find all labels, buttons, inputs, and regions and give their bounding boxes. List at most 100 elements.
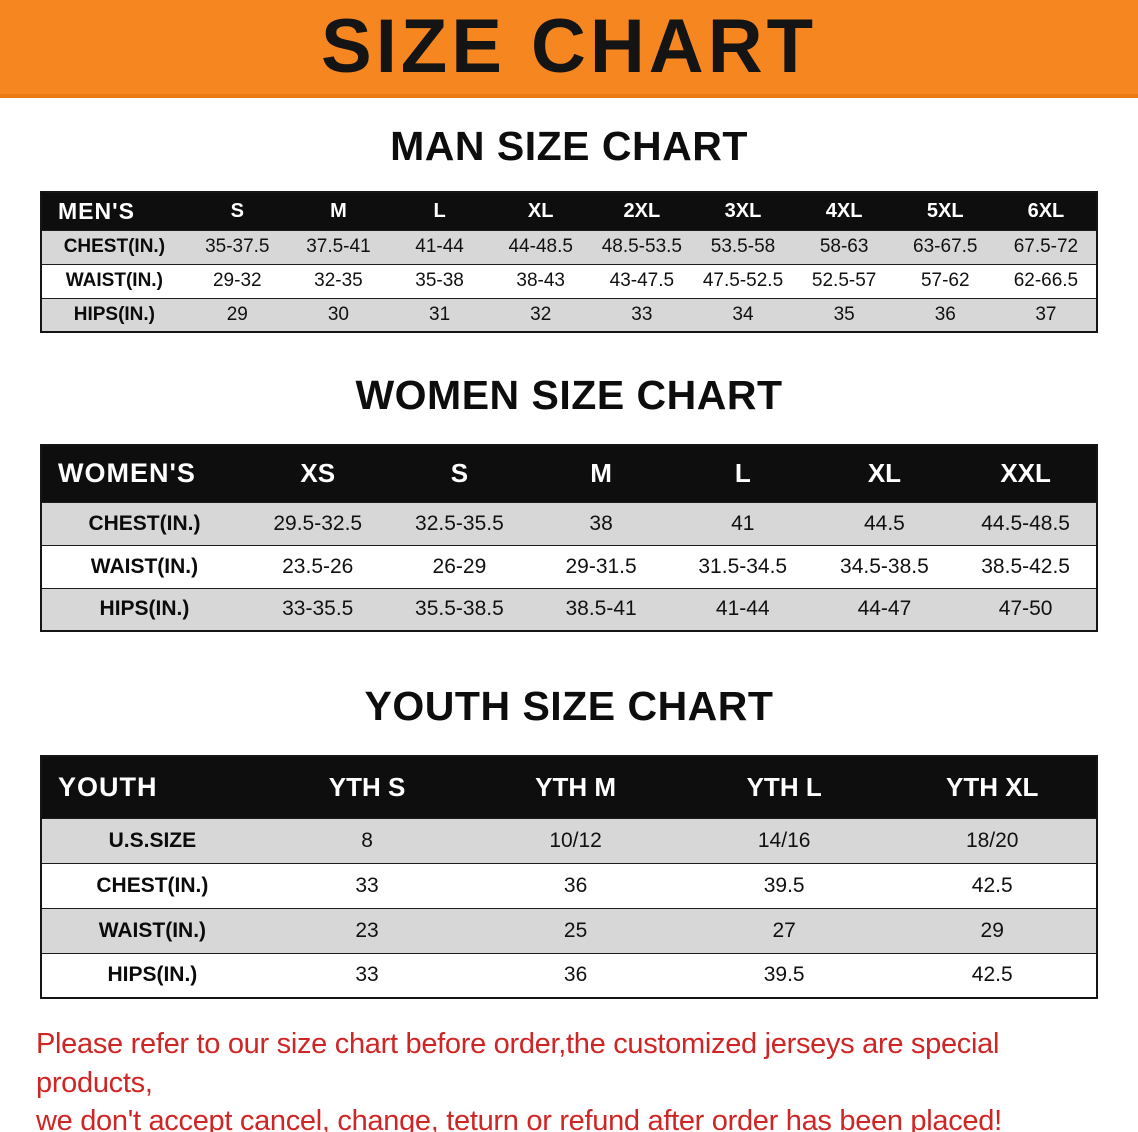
table-row: CHEST(IN.) 35-37.5 37.5-41 41-44 44-48.5 48.5… xyxy=(41,229,1097,265)
column-header: XL xyxy=(813,444,956,503)
table-cell: 34.5-38.5 xyxy=(813,544,956,589)
table-cell: 23.5-26 xyxy=(246,544,389,589)
table-cell: 43-47.5 xyxy=(591,263,693,299)
table-cell: 29-31.5 xyxy=(530,544,672,589)
table-cell: 32-35 xyxy=(287,263,389,299)
column-header: 5XL xyxy=(894,191,996,231)
table-cell: 14/16 xyxy=(679,817,889,864)
column-header: XS xyxy=(246,444,389,503)
women-size-table: WOMEN'S XS S M L XL XXL CHEST(IN.) 29.5-32.5 32.5… xyxy=(40,444,1098,632)
men-size-table-wrap: MEN'S S M L XL 2XL 3XL 4XL 5XL 6XL CHEST(IN.) 35-37… xyxy=(40,191,1098,333)
table-cell: 29-32 xyxy=(186,263,288,299)
table-cell: 35-37.5 xyxy=(186,229,288,265)
table-cell: 44-48.5 xyxy=(490,229,592,265)
table-cell: 8 xyxy=(262,817,472,864)
table-cell: 39.5 xyxy=(679,952,889,999)
table-cell: 27 xyxy=(679,907,889,954)
column-header: YTH XL xyxy=(888,755,1097,819)
table-cell: 62-66.5 xyxy=(995,263,1097,299)
row-label: WAIST(IN.) xyxy=(41,544,247,589)
footer-note-line: we don't accept cancel, change, teturn o… xyxy=(36,1105,1002,1132)
table-cell: 44.5 xyxy=(813,501,956,546)
column-header: 4XL xyxy=(793,191,895,231)
table-cell: 41-44 xyxy=(389,229,491,265)
row-label: U.S.SIZE xyxy=(41,817,263,864)
table-cell: 67.5-72 xyxy=(995,229,1097,265)
table-cell: 58-63 xyxy=(793,229,895,265)
table-row: HIPS(IN.) 33 36 39.5 42.5 xyxy=(41,952,1097,999)
table-row: HIPS(IN.) 33-35.5 35.5-38.5 38.5-41 41-44 44-… xyxy=(41,587,1097,632)
women-section: WOMEN SIZE CHART WOMEN'S XS S M L XL XXL CHEST(… xyxy=(0,375,1138,632)
column-header: 3XL xyxy=(692,191,794,231)
table-corner-label: YOUTH xyxy=(41,755,263,819)
men-section: MAN SIZE CHART MEN'S S M L XL 2XL 3XL 4XL 5XL 6XL… xyxy=(0,126,1138,333)
size-chart-banner: SIZE CHART xyxy=(0,0,1138,98)
column-header: YTH S xyxy=(262,755,472,819)
table-cell: 47.5-52.5 xyxy=(692,263,794,299)
table-corner-label: WOMEN'S xyxy=(41,444,247,503)
table-cell: 42.5 xyxy=(888,952,1097,999)
table-cell: 44-47 xyxy=(813,587,956,632)
table-cell: 38-43 xyxy=(490,263,592,299)
table-cell: 52.5-57 xyxy=(793,263,895,299)
table-cell: 33 xyxy=(262,952,472,999)
row-label: HIPS(IN.) xyxy=(41,297,187,333)
youth-section: YOUTH SIZE CHART YOUTH YTH S YTH M YTH L YTH… xyxy=(0,686,1138,999)
table-cell: 18/20 xyxy=(888,817,1097,864)
table-cell: 37 xyxy=(995,297,1097,333)
table-cell: 35-38 xyxy=(389,263,491,299)
table-cell: 25 xyxy=(471,907,680,954)
table-cell: 36 xyxy=(471,952,680,999)
table-cell: 47-50 xyxy=(955,587,1097,632)
table-cell: 23 xyxy=(262,907,472,954)
column-header: S xyxy=(186,191,288,231)
banner-title: SIZE CHART xyxy=(321,4,817,89)
table-cell: 41-44 xyxy=(671,587,814,632)
column-header: 6XL xyxy=(995,191,1097,231)
men-section-heading: MAN SIZE CHART xyxy=(390,123,748,169)
table-cell: 30 xyxy=(287,297,389,333)
table-cell: 37.5-41 xyxy=(287,229,389,265)
column-header: XL xyxy=(490,191,592,231)
table-cell: 36 xyxy=(471,862,680,909)
column-header: 2XL xyxy=(591,191,693,231)
table-cell: 38 xyxy=(530,501,672,546)
youth-size-table-wrap: YOUTH YTH S YTH M YTH L YTH XL U.S.SIZE 8 10/12… xyxy=(40,755,1098,999)
table-cell: 35 xyxy=(793,297,895,333)
row-label: CHEST(IN.) xyxy=(41,501,247,546)
table-cell: 63-67.5 xyxy=(894,229,996,265)
table-cell: 33 xyxy=(591,297,693,333)
row-label: CHEST(IN.) xyxy=(41,862,263,909)
column-header: M xyxy=(530,444,672,503)
table-cell: 29.5-32.5 xyxy=(246,501,389,546)
table-cell: 29 xyxy=(186,297,288,333)
table-row: HIPS(IN.) 29 30 31 32 33 34 35 36 37 xyxy=(41,297,1097,333)
table-cell: 39.5 xyxy=(679,862,889,909)
table-row: CHEST(IN.) 33 36 39.5 42.5 xyxy=(41,862,1097,909)
table-row: WAIST(IN.) 23.5-26 26-29 29-31.5 31.5-34.5 34… xyxy=(41,544,1097,589)
table-cell: 38.5-42.5 xyxy=(955,544,1097,589)
footer-note-line: Please refer to our size chart before or… xyxy=(36,1028,1000,1099)
table-row: WAIST(IN.) 23 25 27 29 xyxy=(41,907,1097,954)
table-cell: 31 xyxy=(389,297,491,333)
column-header: L xyxy=(389,191,491,231)
table-cell: 44.5-48.5 xyxy=(955,501,1097,546)
women-section-heading: WOMEN SIZE CHART xyxy=(355,372,783,418)
table-cell: 38.5-41 xyxy=(530,587,672,632)
column-header: S xyxy=(388,444,531,503)
table-cell: 48.5-53.5 xyxy=(591,229,693,265)
table-row: WAIST(IN.) 29-32 32-35 35-38 38-43 43-47.5 47.… xyxy=(41,263,1097,299)
footer-note: Please refer to our size chart before or… xyxy=(36,1025,1108,1132)
column-header: YTH L xyxy=(679,755,889,819)
table-row: U.S.SIZE 8 10/12 14/16 18/20 xyxy=(41,817,1097,864)
table-cell: 36 xyxy=(894,297,996,333)
men-size-table: MEN'S S M L XL 2XL 3XL 4XL 5XL 6XL CHEST(IN.) 35-37… xyxy=(40,191,1098,333)
row-label: WAIST(IN.) xyxy=(41,263,187,299)
row-label: HIPS(IN.) xyxy=(41,587,247,632)
table-cell: 33-35.5 xyxy=(246,587,389,632)
column-header: XXL xyxy=(955,444,1097,503)
column-header: YTH M xyxy=(471,755,680,819)
row-label: HIPS(IN.) xyxy=(41,952,263,999)
table-corner-label: MEN'S xyxy=(41,191,187,231)
table-cell: 26-29 xyxy=(388,544,531,589)
